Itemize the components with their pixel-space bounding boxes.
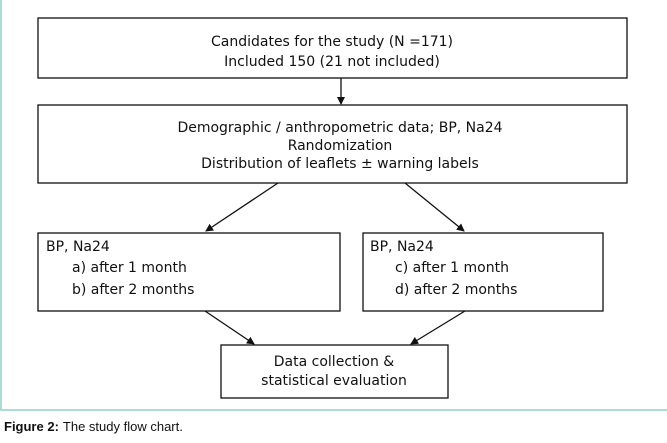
node-text: b) after 2 months — [72, 282, 194, 298]
node-text: Distribution of leaflets ± warning label… — [201, 156, 479, 172]
node-text: a) after 1 month — [72, 260, 187, 276]
node-text: BP, Na24 — [46, 239, 110, 255]
node-text: Included 150 (21 not included) — [224, 54, 440, 70]
box-baseline — [37, 104, 628, 184]
node-text: Demographic / anthropometric data; BP, N… — [177, 120, 502, 136]
node-text: Data collection & — [274, 354, 394, 370]
node-text: statistical evaluation — [261, 373, 407, 389]
node-text: BP, Na24 — [370, 239, 434, 255]
box-group-a — [37, 232, 341, 312]
caption: Figure 2: The study flow chart. — [4, 419, 183, 434]
box-candidates — [37, 17, 628, 79]
arrow — [205, 182, 279, 232]
caption-label: Figure 2: — [4, 419, 59, 434]
node-text: c) after 1 month — [395, 260, 509, 276]
node-text: d) after 2 months — [395, 282, 517, 298]
node-text: Candidates for the study (N =171) — [211, 34, 453, 50]
box-evaluation — [220, 344, 449, 399]
box-group-b — [362, 232, 604, 312]
caption-text: The study flow chart. — [63, 419, 183, 434]
arrow — [204, 310, 255, 345]
arrow — [410, 310, 466, 345]
arrow — [404, 182, 465, 232]
node-text: Randomization — [288, 138, 393, 154]
figure-frame — [0, 0, 667, 411]
